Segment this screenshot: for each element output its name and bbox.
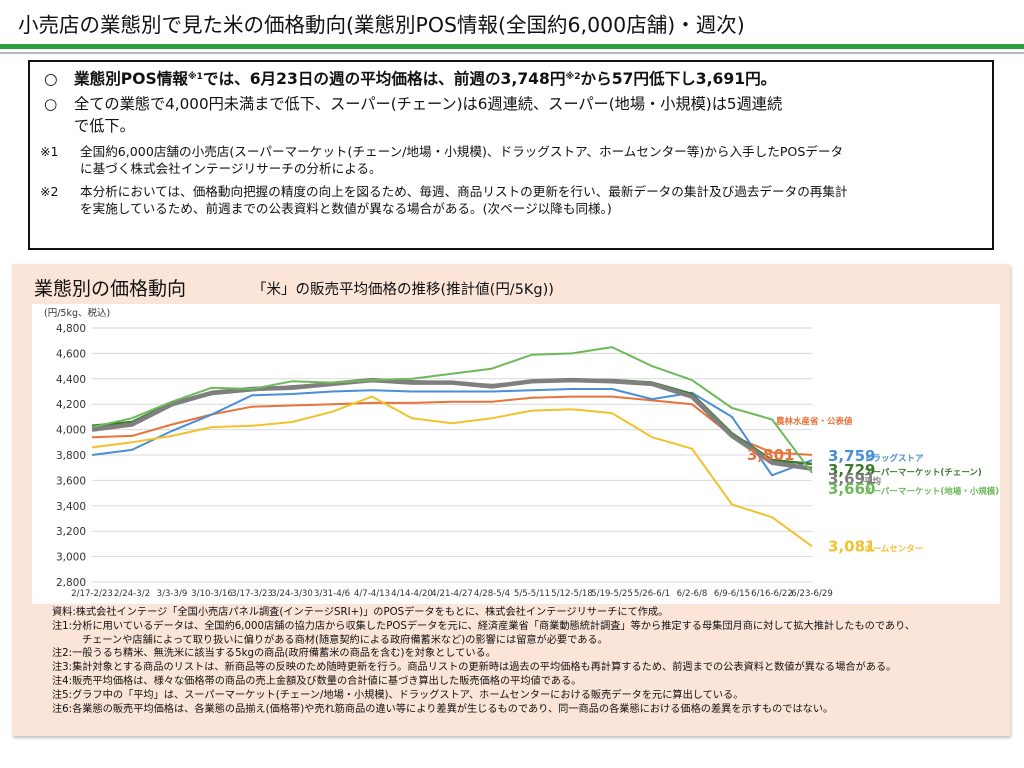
bullet1-footnote-ref-1: ※1 — [187, 72, 203, 82]
y-tick-label: 4,800 — [56, 323, 86, 335]
y-tick-label: 4,400 — [56, 374, 86, 386]
chart-title: 「米」の販売平均価格の推移(推計値(円/5Kg)) — [252, 282, 554, 298]
x-tick-label: 3/3-3/9 — [157, 589, 188, 599]
note1-line1: 全国約6,000店舗の小売店(スーパーマーケット(チェーン/地場・小規模)、ドラ… — [80, 144, 844, 159]
x-tick-label: 4/28-5/4 — [474, 589, 510, 599]
y-tick-label: 3,200 — [56, 526, 86, 538]
footnote-1: 注1:分析に用いているデータは、全国約6,000店舗の協力店から収集したPOSデ… — [52, 620, 916, 632]
title-rule-green — [0, 44, 1024, 49]
y-tick-label: 4,200 — [56, 399, 86, 411]
x-tick-label: 5/19-5/25 — [591, 589, 633, 599]
x-tick-label: 5/5-5/11 — [514, 589, 550, 599]
line-chart: (円/5kg、税込) 2,800 3,000 3,200 3,400 3,600 3,800… — [44, 307, 999, 599]
x-tick-label: 6/9-6/15 — [714, 589, 750, 599]
footnote-2: 注2:一般うるち精米、無洗米に該当する5kgの商品(政府備蓄米の商品を含む)を対… — [52, 648, 496, 660]
summary-note-1: ※1 全国約6,000店舗の小売店(スーパーマーケット(チェーン/地場・小規模)… — [40, 143, 982, 177]
footnote-6: 注6:各業態の販売平均価格は、各業態の品揃え(価格帯)や売れ筋商品の違い等により… — [52, 703, 834, 715]
footnotes: 資料:株式会社インテージ「全国小売店パネル調査(インテージSRI+)」のPOSデ… — [52, 606, 1002, 716]
series-line — [91, 377, 813, 472]
series-line — [91, 346, 813, 474]
bullet-circle-icon: ○ — [44, 95, 58, 113]
series-end-name: 平均 — [864, 476, 882, 487]
summary-bullet-1: ○ 業態別POS情報※1では、6月23日の週の平均価格は、前週の3,748円※2… — [40, 68, 982, 90]
series-end-name: ドラッグストア — [864, 453, 924, 464]
footnote-3: 注3:集計対象とする商品のリストは、新商品等の反映のため随時更新を行う。商品リス… — [52, 662, 897, 674]
title-rule-gray — [0, 52, 1024, 54]
x-tick-label: 3/17-3/23 — [231, 589, 273, 599]
y-tick-label: 4,600 — [56, 348, 86, 360]
series-end-value: 3,801 — [747, 446, 794, 464]
bullet2-line1: 全ての業態で4,000円未満まで低下、スーパー(チェーン)は6週連続、スーパー(… — [74, 95, 783, 113]
y-tick-label: 3,000 — [56, 552, 86, 564]
y-tick-label: 3,400 — [56, 501, 86, 513]
x-tick-label: 5/26-6/1 — [634, 589, 670, 599]
series-end-value: 3,759 — [828, 447, 875, 465]
x-tick-label: 5/12-5/18 — [551, 589, 593, 599]
series-end-name: スーパーマーケット(地場・小規模) — [864, 486, 999, 497]
footnote-5: 注5:グラフ中の「平均」は、スーパーマーケット(チェーン/地場・小規模)、ドラッ… — [52, 689, 744, 701]
note1-line2: に基づく株式会社インテージリサーチの分析による。 — [80, 161, 382, 176]
y-tick-label: 3,800 — [56, 450, 86, 462]
y-tick-label: 2,800 — [56, 577, 86, 589]
series-end-value: 3,660 — [828, 480, 875, 498]
series-end-value: 3,691 — [828, 470, 875, 488]
note1-mark: ※1 — [40, 144, 59, 159]
page-title: 小売店の業態別で見た米の価格動向(業態別POS情報(全国約6,000店舗)・週次… — [18, 13, 745, 37]
y-tick-label: 4,000 — [56, 425, 86, 437]
panel-title: 業態別の価格動向 — [34, 278, 187, 300]
summary-note-2: ※2 本分析においては、価格動向把握の精度の向上を図るため、毎週、商品リストの更… — [40, 183, 982, 217]
x-tick-label: 4/21-4/27 — [431, 589, 473, 599]
x-tick-label: 3/24-3/30 — [271, 589, 313, 599]
bullet1-footnote-ref-2: ※2 — [565, 72, 581, 82]
bullet1-text-post: から57円低下し3,691円。 — [580, 70, 777, 88]
x-tick-label: 3/31-4/6 — [314, 589, 350, 599]
footnote-4: 注4:販売平均価格は、様々な価格帯の商品の売上金額及び数量の合計値に基づき算出し… — [52, 675, 582, 687]
series-end-value: 3,081 — [828, 537, 875, 555]
summary-box: ○ 業態別POS情報※1では、6月23日の週の平均価格は、前週の3,748円※2… — [28, 60, 994, 250]
summary-bullet-2: ○ 全ての業態で4,000円未満まで低下、スーパー(チェーン)は6週連続、スーパ… — [40, 93, 982, 137]
footnote-1-cont: チェーンや店舗によって取り扱いに偏りがある商材(随意契約による政府備蓄米など)の… — [82, 634, 608, 646]
x-tick-label: 2/24-3/2 — [114, 589, 150, 599]
footnote-source: 資料:株式会社インテージ「全国小売店パネル調査(インテージSRI+)」のPOSデ… — [52, 607, 669, 618]
bullet1-text-pre: 業態別POS情報 — [74, 70, 188, 88]
series-line — [91, 395, 813, 548]
note2-line1: 本分析においては、価格動向把握の精度の向上を図るため、毎週、商品リストの更新を行… — [80, 184, 848, 199]
note2-mark: ※2 — [40, 184, 59, 199]
y-axis-label: (円/5kg、税込) — [44, 307, 110, 319]
series-end-value: 3,729 — [828, 461, 875, 479]
series-end-name: 農林水産省・公表値 — [776, 416, 853, 427]
x-tick-label: 6/23-6/29 — [791, 589, 833, 599]
bullet1-text-mid: では、6月23日の週の平均価格は、前週の3,748円 — [202, 70, 566, 88]
x-tick-label: 3/10-3/16 — [191, 589, 233, 599]
x-tick-label: 6/16-6/22 — [751, 589, 793, 599]
x-tick-label: 2/17-2/23 — [71, 589, 113, 599]
chart-area: (円/5kg、税込) 2,800 3,000 3,200 3,400 3,600 3,800… — [32, 304, 1000, 604]
chart-panel: 業態別の価格動向 「米」の販売平均価格の推移(推計値(円/5Kg)) (円/5k… — [12, 264, 1010, 736]
series-end-name: ホームセンター — [864, 543, 923, 554]
x-tick-label: 4/14-4/20 — [391, 589, 433, 599]
note2-line2: を実施しているため、前週までの公表資料と数値が異なる場合がある。(次ページ以降も… — [80, 201, 612, 216]
series-end-name: スーパーマーケット(チェーン) — [864, 467, 982, 478]
bullet2-line2: で低下。 — [74, 117, 135, 135]
bullet-circle-icon: ○ — [44, 70, 58, 88]
x-tick-label: 6/2-6/8 — [677, 589, 708, 599]
x-tick-label: 4/7-4/13 — [354, 589, 390, 599]
y-tick-label: 3,600 — [56, 475, 86, 487]
